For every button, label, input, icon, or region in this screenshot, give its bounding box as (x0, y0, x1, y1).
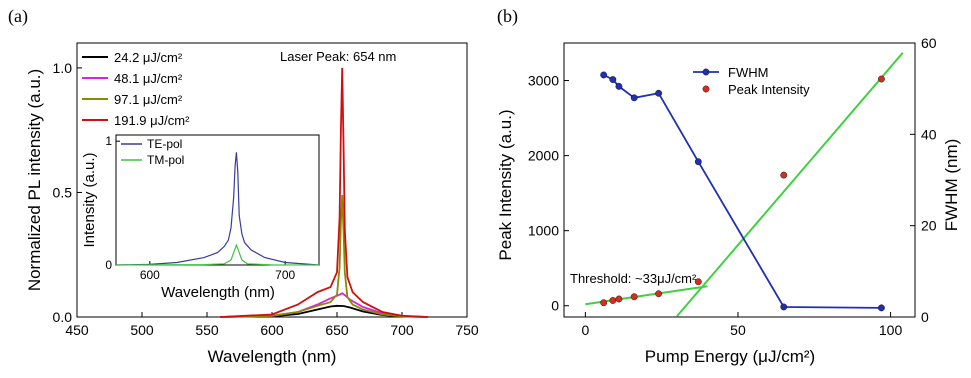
panel-b-plot-frame (563, 42, 916, 318)
panel-b-data-point (630, 293, 638, 301)
inset-y-axis-title: Intensity (a.u.) (81, 152, 98, 247)
panel-b-y-tick-label: 1000 (528, 223, 559, 239)
panel-b-right-y-axis-title: FWHM (nm) (942, 139, 961, 232)
inset-series-line (115, 243, 320, 266)
panel-a-legend-label: 48.1 μJ/cm² (114, 71, 183, 86)
inset-y-tick-label: 1 (105, 134, 112, 148)
panel-a-x-tick-label: 650 (325, 322, 349, 338)
panel-b-data-point (780, 303, 788, 311)
panel-a-series-line (219, 194, 429, 318)
panel-b-y-ticks: 0 1000 2000 3000 (528, 73, 569, 314)
panel-b-y-axis-title: Peak Intensity (a.u.) (496, 109, 515, 260)
inset-series-line (115, 152, 320, 266)
panel-b-legend-swatch-marker (702, 85, 710, 93)
panel-b-legend-swatch-marker (702, 68, 710, 76)
inset-y-tick-label: 0 (105, 258, 112, 272)
panel-b-x-ticks: 0 50 100 (581, 312, 902, 338)
panel-b-data-point (878, 75, 885, 83)
panel-b-data-point (609, 76, 617, 83)
panel-a-y-ticks: 0.0 0.5 1.0 (53, 60, 82, 325)
panel-b: (b) 0 50 100 0 1000 2000 3000 0 20 40 60 Pump En… (496, 6, 961, 366)
panel-a-legend-label: 97.1 μJ/cm² (114, 92, 183, 107)
panel-b-y-tick-label: 0 (551, 298, 559, 314)
panel-b-series (600, 71, 885, 312)
panel-a-legend: 24.2 μJ/cm² 48.1 μJ/cm² 97.1 μJ/cm² 191.9 μ… (82, 50, 190, 128)
panel-a-x-tick-label: 550 (195, 322, 219, 338)
panel-a: (a) 450 500 550 600 650 700 750 0.0 0.5 1.0 Wave… (8, 6, 479, 366)
panel-b-right-y-tick-label: 40 (921, 126, 937, 142)
panel-a-x-tick-label: 450 (65, 322, 89, 338)
panel-a-x-tick-label: 600 (260, 322, 284, 338)
panel-b-y-tick-label: 3000 (528, 73, 559, 89)
panel-b-right-y-tick-label: 0 (921, 309, 929, 325)
inset-plot-frame (115, 134, 320, 266)
inset-x-axis-title: Wavelength (nm) (161, 284, 275, 301)
inset-x-tick-label: 700 (275, 268, 295, 282)
panel-a-label: (a) (8, 6, 28, 27)
panel-b-right-y-tick-label: 20 (921, 218, 937, 234)
panel-b-data-point (694, 278, 702, 286)
inset-legend-label: TM-pol (147, 153, 184, 167)
inset-x-ticks: 600 700 (140, 261, 295, 282)
panel-b-legend: FWHM Peak Intensity (693, 65, 810, 97)
panel-a-laser-peak-annotation: Laser Peak: 654 nm (280, 49, 396, 64)
panel-a-series (219, 67, 429, 318)
panel-b-data-point (615, 82, 623, 90)
panel-b-label: (b) (497, 6, 518, 27)
panel-a-legend-label: 24.2 μJ/cm² (114, 50, 183, 65)
panel-a-y-axis-title: Normalized PL intensity (a.u.) (25, 69, 44, 291)
panel-a-y-tick-label: 0.5 (53, 184, 73, 200)
inset-x-tick-label: 600 (140, 268, 160, 282)
panel-b-data-point (655, 290, 663, 298)
panel-b-fit-line (676, 52, 904, 317)
panel-b-y-tick-label: 2000 (528, 148, 559, 164)
panel-a-inset: 600 700 0 1 TE-pol TM-pol Wavelength (nm) I… (81, 134, 320, 301)
panel-b-data-point (600, 71, 608, 79)
panel-b-x-tick-label: 50 (730, 322, 746, 338)
panel-b-data-point (694, 158, 702, 166)
panel-a-series-line (219, 67, 429, 318)
inset-legend-label: TE-pol (147, 137, 182, 151)
panel-a-y-tick-label: 1.0 (53, 60, 73, 76)
panel-b-legend-label: FWHM (728, 65, 768, 80)
panel-b-legend-label: Peak Intensity (728, 82, 810, 97)
panel-a-x-tick-label: 750 (455, 322, 479, 338)
panel-b-x-tick-label: 100 (879, 322, 903, 338)
panel-b-right-y-tick-label: 60 (921, 35, 937, 51)
inset-series (115, 152, 320, 266)
panel-b-data-point (630, 94, 638, 102)
panel-a-x-tick-label: 700 (390, 322, 414, 338)
panel-b-data-point (655, 89, 663, 97)
inset-legend: TE-pol TM-pol (121, 137, 184, 167)
panel-b-right-y-ticks: 0 20 40 60 (910, 35, 937, 325)
panel-b-data-point (878, 304, 885, 312)
panel-b-data-point (780, 171, 788, 179)
panel-a-legend-label: 191.9 μJ/cm² (114, 113, 190, 128)
panel-a-x-ticks: 450 500 550 600 650 700 750 (65, 312, 479, 338)
panel-b-data-point (609, 297, 617, 304)
panel-a-x-tick-label: 500 (130, 322, 154, 338)
panel-b-data-point (600, 299, 608, 307)
panel-b-data-point (615, 295, 623, 303)
panel-b-threshold-annotation: Threshold: ~33μJ/cm² (570, 271, 697, 286)
panel-b-x-axis-title: Pump Energy (μJ/cm²) (645, 347, 815, 366)
panel-a-x-axis-title: Wavelength (nm) (208, 347, 337, 366)
panel-b-x-tick-label: 0 (581, 322, 589, 338)
panel-a-y-tick-label: 0.0 (53, 309, 73, 325)
